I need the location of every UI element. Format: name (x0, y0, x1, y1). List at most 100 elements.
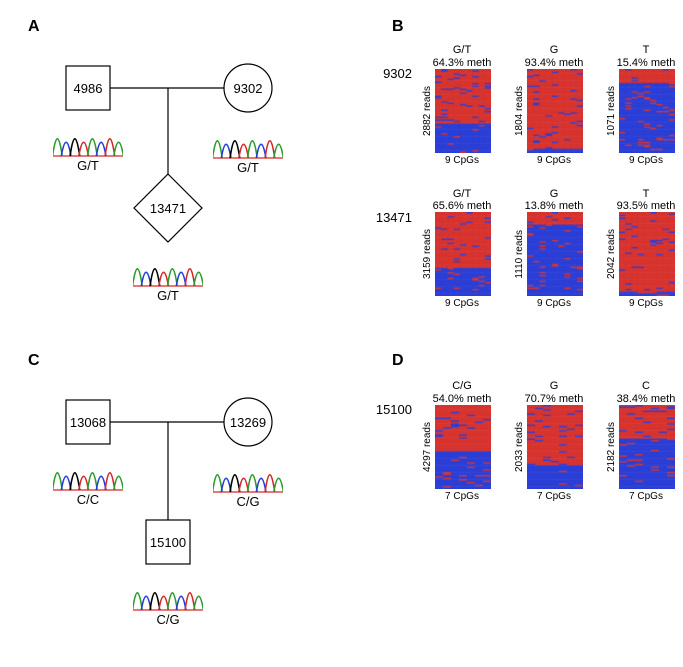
heatmap-title: G (550, 44, 559, 57)
chromatogram (133, 246, 203, 288)
chromatogram (53, 450, 123, 492)
heatmap-cpgs-label: 9 CpGs (537, 155, 571, 166)
heatmap-canvas-wrap: 2182 reads (606, 405, 683, 489)
heatmap-cpgs-label: 9 CpGs (629, 298, 663, 309)
heatmap-canvas (435, 212, 491, 296)
heatmap-cell: T15.4% meth1071 reads9 CpGs (606, 44, 683, 166)
chromatogram (213, 118, 283, 160)
panel-label-b: B (392, 18, 404, 36)
heatmap-reads-label: 1071 reads (606, 86, 617, 136)
heatmap-cell: G70.7% meth 2033 reads 7 CpGs (514, 380, 594, 502)
heatmap-canvas-wrap: 3159 reads (422, 212, 502, 296)
heatmap-meth-pct: 65.6% meth (433, 200, 492, 212)
heatmap-cell: C/G54.0% meth 4297 reads 7 CpGs (422, 380, 502, 502)
heatmap-meth-pct: 70.7% meth (525, 393, 584, 405)
heatmap-canvas-wrap: 2042 reads (606, 212, 683, 296)
heatmap-reads-label: 2882 reads (422, 86, 433, 136)
chromatogram (213, 452, 283, 494)
svg-text:13068: 13068 (70, 415, 106, 430)
heatmap-meth-pct: 54.0% meth (433, 393, 492, 405)
heatmap-meth-pct: 93.4% meth (525, 57, 584, 69)
heatmap-title: T (643, 188, 650, 201)
chromatogram (53, 116, 123, 158)
chromatogram-block: C/G (213, 452, 283, 509)
heatmap-title: G (550, 380, 559, 393)
chromatogram-block: C/C (53, 450, 123, 507)
svg-text:4986: 4986 (74, 81, 103, 96)
heatmap-reads-label: 2042 reads (606, 229, 617, 279)
heatmaps-b: 9302G/T64.3% meth2882 reads9 CpGsG93.4% … (370, 44, 683, 331)
pedigree-a: 4986 9302 13471 G/T G/T G/T (38, 48, 338, 333)
heatmap-cell: G/T65.6% meth 3159 reads 9 CpGs (422, 188, 502, 310)
chromatogram-block: G/T (213, 118, 283, 175)
heatmap-cpgs-label: 9 CpGs (445, 298, 479, 309)
heatmap-row: 13471G/T65.6% meth3159 reads9 CpGsG13.8%… (370, 188, 683, 310)
heatmap-title: G/T (453, 44, 471, 57)
heatmap-canvas (619, 405, 675, 489)
heatmap-cell: C38.4% meth 2182 reads 7 CpGs (606, 380, 683, 502)
heatmap-row-label: 13471 (370, 210, 412, 225)
heatmap-cell: G/T64.3% meth 2882 reads 9 CpGs (422, 44, 502, 166)
heatmap-meth-pct: 93.5% meth (617, 200, 676, 212)
heatmap-canvas-wrap: 2882 reads (422, 69, 502, 153)
heatmap-reads-label: 1110 reads (514, 230, 525, 279)
heatmap-reads-label: 2033 reads (514, 422, 525, 472)
heatmap-canvas (527, 212, 583, 296)
heatmaps-d: 15100C/G54.0% meth4297 reads7 CpGsG70.7%… (370, 380, 683, 524)
panel-label-d: D (392, 352, 404, 370)
heatmap-row-label: 9302 (370, 66, 412, 81)
chromatogram-block: G/T (53, 116, 123, 173)
heatmap-canvas (435, 69, 491, 153)
heatmap-canvas-wrap: 1071 reads (606, 69, 683, 153)
heatmap-canvas-wrap: 1804 reads (514, 69, 594, 153)
heatmap-canvas-wrap: 1110 reads (514, 212, 594, 296)
heatmap-title: C/G (452, 380, 472, 393)
chromatogram-block: G/T (133, 246, 203, 303)
heatmap-reads-label: 1804 reads (514, 86, 525, 136)
heatmap-cell: G93.4% meth 1804 reads 9 CpGs (514, 44, 594, 166)
heatmap-cpgs-label: 9 CpGs (629, 155, 663, 166)
heatmap-canvas (619, 69, 675, 153)
heatmap-canvas (435, 405, 491, 489)
svg-text:15100: 15100 (150, 535, 186, 550)
genotype-label: G/T (133, 288, 203, 303)
heatmap-canvas (527, 69, 583, 153)
chromatogram-block: C/G (133, 570, 203, 627)
heatmap-reads-label: 4297 reads (422, 422, 433, 472)
heatmap-canvas (619, 212, 675, 296)
pedigree-c: 13068 13269 15100 C/C C/G C/G (38, 382, 338, 667)
heatmap-title: G/T (453, 188, 471, 201)
heatmap-reads-label: 2182 reads (606, 422, 617, 472)
heatmap-cpgs-label: 7 CpGs (629, 491, 663, 502)
heatmap-canvas-wrap: 2033 reads (514, 405, 594, 489)
heatmap-reads-label: 3159 reads (422, 229, 433, 279)
heatmap-title: G (550, 188, 559, 201)
heatmap-row-label: 15100 (370, 402, 412, 417)
heatmap-meth-pct: 38.4% meth (617, 393, 676, 405)
heatmap-cell: G13.8% meth 1110 reads 9 CpGs (514, 188, 594, 310)
heatmap-meth-pct: 13.8% meth (525, 200, 584, 212)
heatmap-cpgs-label: 9 CpGs (537, 298, 571, 309)
heatmap-row: 9302G/T64.3% meth2882 reads9 CpGsG93.4% … (370, 44, 683, 166)
panel-label-c: C (28, 352, 40, 370)
heatmap-title: C (642, 380, 650, 393)
heatmap-meth-pct: 15.4% meth (617, 57, 676, 69)
heatmap-canvas-wrap: 4297 reads (422, 405, 502, 489)
heatmap-cpgs-label: 7 CpGs (445, 491, 479, 502)
chromatogram (133, 570, 203, 612)
heatmap-cell: T93.5% meth 2042 reads 9 CpGs (606, 188, 683, 310)
panel-label-a: A (28, 18, 40, 36)
svg-text:13269: 13269 (230, 415, 266, 430)
genotype-label: G/T (53, 158, 123, 173)
genotype-label: C/G (133, 612, 203, 627)
genotype-label: C/G (213, 494, 283, 509)
svg-text:13471: 13471 (150, 201, 186, 216)
heatmap-row: 15100C/G54.0% meth4297 reads7 CpGsG70.7%… (370, 380, 683, 502)
heatmap-cpgs-label: 9 CpGs (445, 155, 479, 166)
genotype-label: G/T (213, 160, 283, 175)
svg-text:9302: 9302 (234, 81, 263, 96)
genotype-label: C/C (53, 492, 123, 507)
heatmap-cpgs-label: 7 CpGs (537, 491, 571, 502)
heatmap-meth-pct: 64.3% meth (433, 57, 492, 69)
heatmap-canvas (527, 405, 583, 489)
